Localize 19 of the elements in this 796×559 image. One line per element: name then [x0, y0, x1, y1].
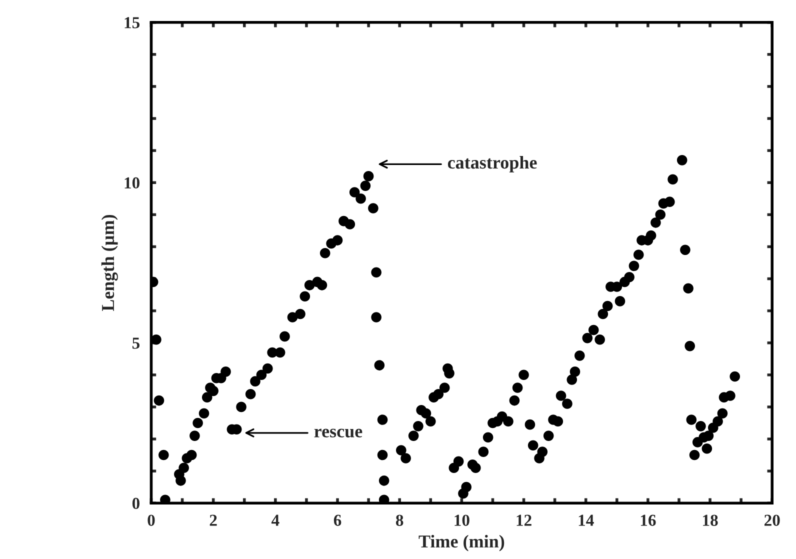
x-tick-label: 2 — [210, 514, 217, 526]
annotation: catastrophe — [448, 156, 537, 172]
x-tick-label: 18 — [703, 514, 718, 526]
x-tick-label: 6 — [334, 514, 342, 526]
x-tick-label: 8 — [396, 514, 404, 526]
x-tick-label: 16 — [640, 514, 656, 526]
y-tick-label: 0 — [132, 498, 140, 510]
x-tick-label: 10 — [454, 514, 470, 526]
x-tick-label: 20 — [764, 514, 780, 526]
x-axis-title: Time (min) — [418, 534, 504, 552]
y-tick-label: 10 — [124, 177, 140, 189]
y-axis-title: Length (µm) — [101, 214, 118, 312]
x-tick-label: 0 — [148, 514, 155, 526]
x-tick-label: 14 — [578, 514, 594, 526]
y-tick-label: 5 — [132, 338, 140, 349]
x-tick-label: 12 — [516, 514, 532, 526]
x-tick-label: 4 — [271, 514, 280, 526]
y-tick-label: 15 — [124, 17, 140, 28]
annotation: rescue — [314, 428, 362, 438]
